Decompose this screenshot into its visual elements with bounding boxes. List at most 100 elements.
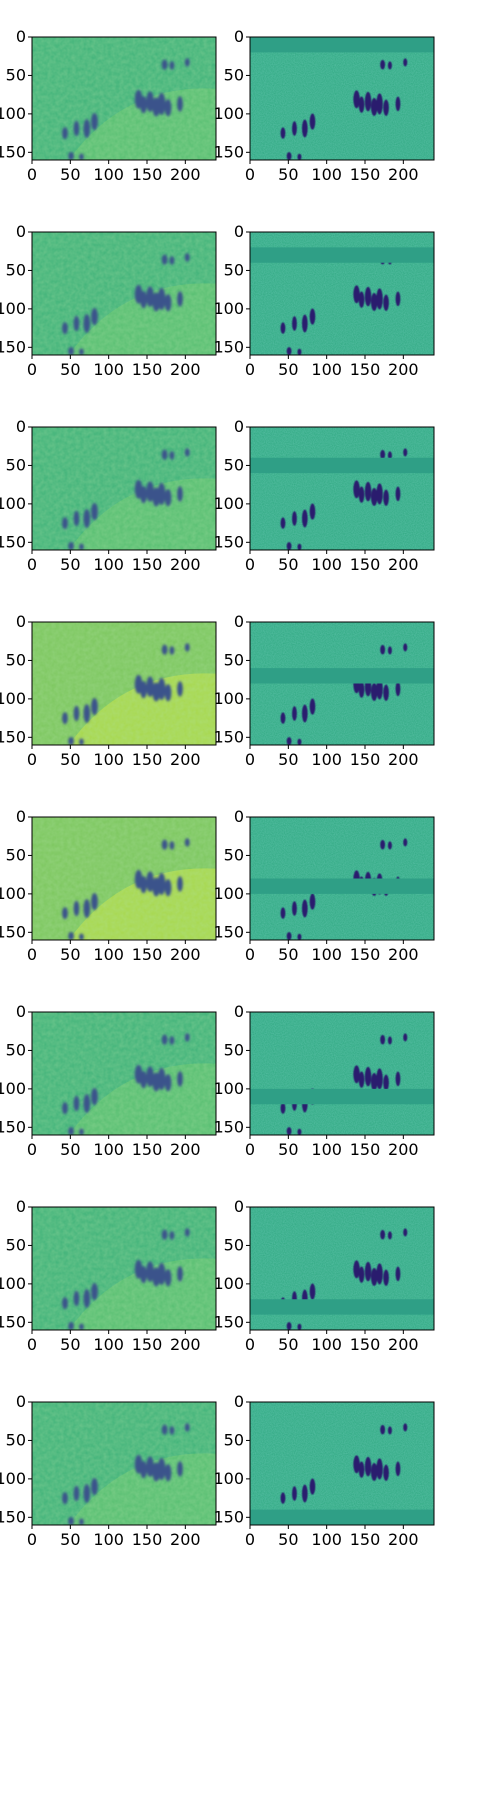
person-silhouette xyxy=(157,677,166,700)
person-silhouette xyxy=(79,1128,84,1135)
person-silhouette xyxy=(309,113,316,130)
person-silhouette xyxy=(91,1478,98,1496)
person-silhouette xyxy=(79,1518,84,1525)
person-silhouette xyxy=(403,58,408,67)
person-silhouette xyxy=(286,542,292,550)
person-silhouette xyxy=(301,314,308,333)
person-silhouette xyxy=(292,511,297,526)
person-silhouette xyxy=(280,1102,286,1114)
person-silhouette xyxy=(177,1266,183,1282)
y-tick-label: 150 xyxy=(0,922,26,941)
person-silhouette xyxy=(169,646,175,655)
person-silhouette xyxy=(364,91,372,112)
person-silhouette xyxy=(280,712,286,724)
person-silhouette xyxy=(62,712,68,725)
x-tick-label: 200 xyxy=(170,165,201,184)
person-silhouette xyxy=(395,1266,401,1282)
person-silhouette xyxy=(79,348,84,355)
person-silhouette xyxy=(364,1456,372,1477)
x-tick-label: 100 xyxy=(311,555,342,574)
axes-frame xyxy=(31,1206,217,1331)
y-tick-label: 0 xyxy=(16,1002,26,1021)
person-silhouette xyxy=(161,1229,168,1240)
person-silhouette xyxy=(292,316,297,331)
x-tick-label: 50 xyxy=(278,1530,298,1549)
person-silhouette xyxy=(358,681,365,698)
x-tick-label: 0 xyxy=(27,945,37,964)
y-tick-label: 50 xyxy=(6,455,26,474)
person-silhouette xyxy=(309,308,316,325)
person-silhouette xyxy=(164,1269,172,1287)
person-silhouette xyxy=(395,291,401,307)
person-silhouette xyxy=(380,59,386,70)
y-tick-label: 0 xyxy=(234,222,244,241)
x-tick-label: 200 xyxy=(388,165,419,184)
person-silhouette xyxy=(62,907,68,920)
masked-band xyxy=(250,668,434,684)
person-silhouette xyxy=(177,876,183,892)
person-silhouette xyxy=(380,449,386,460)
x-tick-label: 150 xyxy=(132,750,163,769)
y-tick-label: 100 xyxy=(213,299,244,318)
person-silhouette xyxy=(370,1268,378,1286)
person-silhouette xyxy=(169,256,175,265)
person-silhouette xyxy=(164,1464,172,1482)
person-silhouette xyxy=(157,92,166,115)
person-silhouette xyxy=(387,1231,392,1240)
person-silhouette xyxy=(62,322,68,335)
x-tick-label: 150 xyxy=(350,555,381,574)
person-silhouette xyxy=(83,509,91,528)
person-silhouette xyxy=(376,93,383,115)
people-group xyxy=(62,253,190,355)
texture-overlay xyxy=(32,37,216,160)
x-tick-label: 200 xyxy=(170,555,201,574)
people-group xyxy=(62,1228,190,1330)
person-silhouette xyxy=(383,1074,389,1091)
x-tick-label: 0 xyxy=(27,165,37,184)
x-tick-label: 0 xyxy=(245,1140,255,1159)
person-silhouette xyxy=(140,1071,147,1089)
person-silhouette xyxy=(376,1263,383,1285)
person-silhouette xyxy=(309,503,316,520)
person-silhouette xyxy=(380,839,386,850)
y-tick-label: 100 xyxy=(0,1469,26,1488)
x-tick-label: 0 xyxy=(27,1530,37,1549)
x-tick-label: 150 xyxy=(350,1530,381,1549)
person-silhouette xyxy=(79,738,84,745)
person-silhouette xyxy=(91,1088,98,1106)
person-silhouette xyxy=(286,152,292,160)
person-silhouette xyxy=(395,1071,401,1087)
x-tick-label: 0 xyxy=(27,360,37,379)
x-tick-label: 150 xyxy=(350,360,381,379)
person-silhouette xyxy=(169,841,175,850)
y-tick-label: 150 xyxy=(213,337,244,356)
x-tick-label: 100 xyxy=(93,555,124,574)
person-silhouette xyxy=(286,737,292,745)
person-silhouette xyxy=(83,1289,91,1308)
people-group xyxy=(280,643,408,745)
people-group xyxy=(62,1033,190,1135)
y-tick-label: 100 xyxy=(0,1079,26,1098)
x-tick-label: 150 xyxy=(132,360,163,379)
y-tick-label: 150 xyxy=(213,1507,244,1526)
person-silhouette xyxy=(146,286,154,307)
x-tick-label: 50 xyxy=(60,360,80,379)
person-silhouette xyxy=(140,291,147,309)
axes-frame xyxy=(31,816,217,941)
person-silhouette xyxy=(376,288,383,310)
people-group xyxy=(62,58,190,160)
y-tick-label: 100 xyxy=(213,1274,244,1293)
person-silhouette xyxy=(383,1269,389,1286)
x-tick-label: 100 xyxy=(311,1140,342,1159)
person-silhouette xyxy=(370,488,378,506)
person-silhouette xyxy=(83,704,91,723)
person-silhouette xyxy=(184,1033,190,1042)
person-silhouette xyxy=(358,291,365,308)
x-tick-label: 150 xyxy=(132,1335,163,1354)
